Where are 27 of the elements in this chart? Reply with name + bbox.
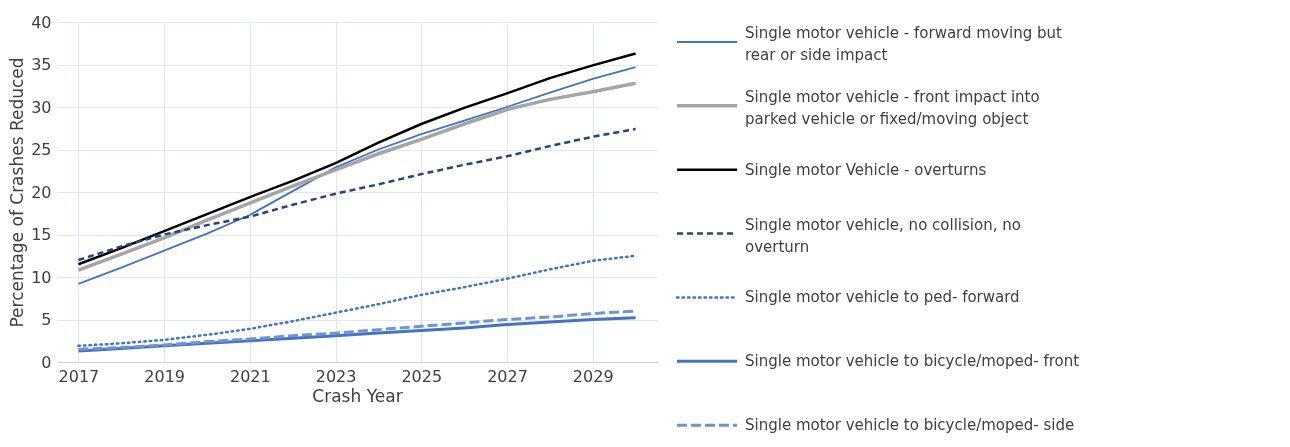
- legend-label: Single motor vehicle to bicycle/moped- front: [745, 352, 1080, 371]
- line-series: [77, 127, 637, 262]
- x-tick-label: 2019: [144, 366, 185, 386]
- y-tick-label: 40: [31, 12, 52, 32]
- y-tick-label: 25: [31, 140, 52, 159]
- legend-label: Single motor Vehicle - overturns: [745, 160, 987, 179]
- x-tick-label: 2021: [230, 366, 271, 386]
- y-tick-label: 20: [31, 182, 52, 202]
- x-tick-label: 2017: [58, 366, 100, 386]
- legend-label: Single motor vehicle to ped- forward: [745, 288, 1020, 307]
- y-tick-label: 5: [41, 310, 52, 329]
- y-tick-label: 10: [31, 267, 52, 287]
- legend-label: Single motor vehicle - forward moving but rear or side impact: [745, 24, 1062, 64]
- x-tick-label: 2027: [487, 366, 528, 386]
- line-series: [77, 254, 637, 348]
- y-tick-label: 15: [31, 225, 52, 244]
- legend-label: Single motor vehicle - front impact into parked vehicle or fixed/moving object: [745, 87, 1040, 128]
- x-tick-label: 2023: [315, 366, 357, 386]
- x-axis-title: Crash Year: [312, 385, 403, 406]
- legend-label: Single motor vehicle, no collision, no overturn: [745, 215, 1021, 256]
- x-tick-label: 2029: [572, 366, 614, 386]
- y-tick-label: 30: [31, 97, 52, 117]
- y-axis-title: Percentage of Crashes Reduced: [7, 57, 28, 328]
- y-tick-label: 35: [31, 55, 52, 74]
- legend-label: Single motor vehicle to bicycle/moped- side: [745, 416, 1075, 435]
- x-tick-label: 2025: [401, 366, 443, 386]
- y-tick-label: 0: [41, 352, 52, 372]
